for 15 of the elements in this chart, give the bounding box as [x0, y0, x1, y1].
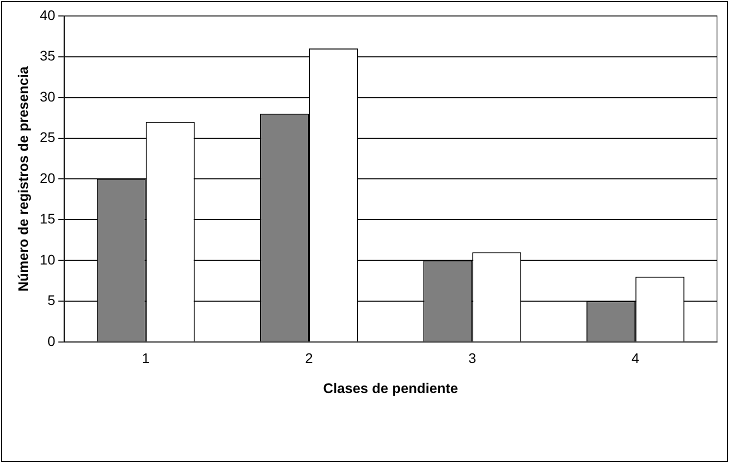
- x-tick-label: 1: [142, 350, 150, 366]
- y-tick-label: 40: [40, 6, 56, 23]
- y-tick-label: 10: [40, 251, 56, 268]
- x-tick-label: 4: [632, 350, 640, 366]
- y-tick-label: 20: [40, 170, 56, 186]
- y-tick-label: 30: [40, 88, 56, 104]
- y-tick-label: 15: [40, 210, 56, 227]
- x-tick-label: 2: [305, 350, 314, 366]
- x-axis-title: Clases de pendiente: [323, 380, 458, 396]
- y-tick-label: 25: [40, 129, 56, 146]
- y-axis-title: Número de registros de presencia: [15, 66, 32, 292]
- y-tick-label: 35: [40, 48, 56, 64]
- y-tick-label: 5: [47, 292, 56, 308]
- x-tick-label: 3: [468, 350, 476, 366]
- y-tick-label: 0: [47, 332, 56, 349]
